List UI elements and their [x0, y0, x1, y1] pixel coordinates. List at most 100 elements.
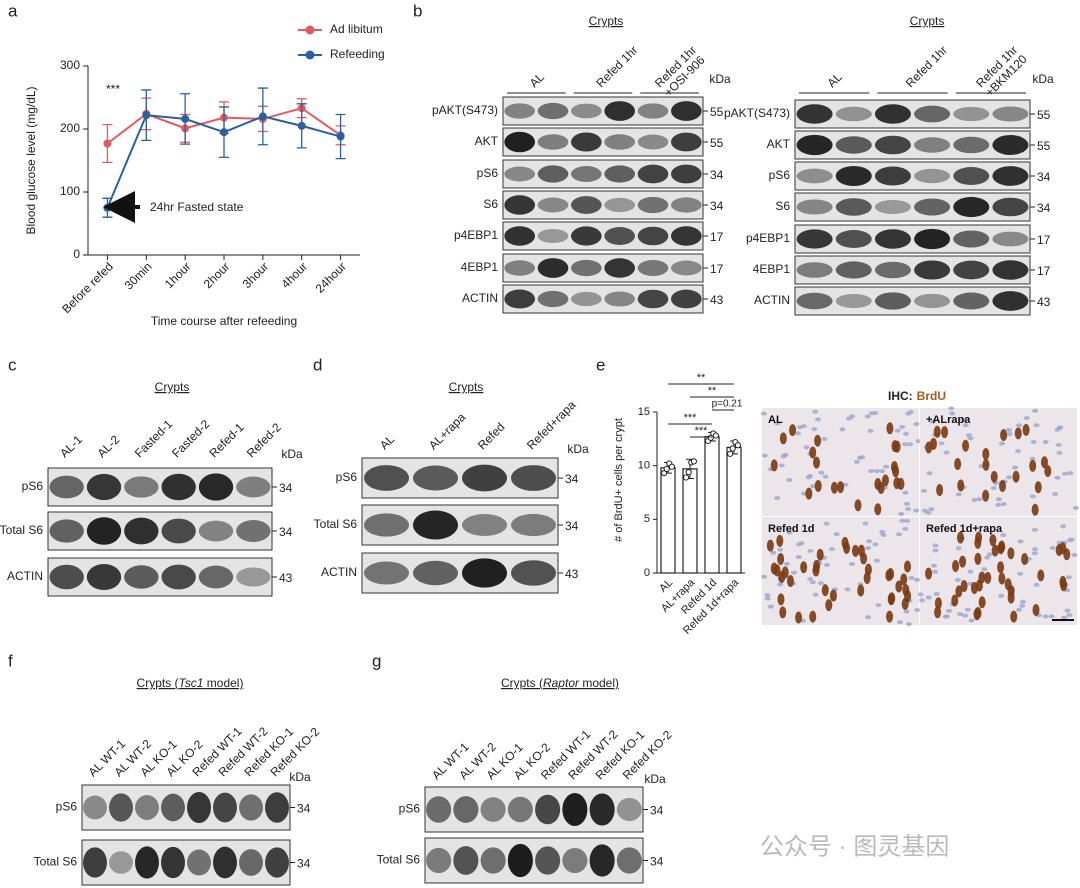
- blot-band: [480, 847, 506, 874]
- blot-band: [213, 846, 237, 879]
- blot-band: [135, 846, 159, 879]
- nucleus: [795, 555, 802, 560]
- brdu-nucleus: [795, 611, 803, 624]
- nucleus: [967, 436, 974, 441]
- nucleus: [955, 546, 962, 551]
- nucleus: [906, 442, 913, 447]
- brdu-nucleus: [900, 573, 908, 586]
- legend-marker: [305, 25, 315, 35]
- nucleus: [926, 471, 933, 476]
- nucleus: [817, 581, 824, 586]
- lane-label: Fasted-1: [132, 417, 176, 461]
- nucleus: [1055, 442, 1062, 447]
- blot-band: [571, 132, 602, 152]
- nucleus: [1017, 539, 1024, 544]
- blot-band: [504, 131, 535, 153]
- panel-letter: f: [8, 651, 13, 670]
- blot-band: [637, 289, 669, 309]
- nucleus: [905, 507, 912, 512]
- row-label: ACTIN: [321, 565, 357, 579]
- blot-band: [161, 473, 196, 501]
- nucleus: [921, 508, 928, 513]
- blot-band: [504, 260, 535, 276]
- nucleus: [823, 521, 830, 526]
- blot-band: [992, 231, 1029, 247]
- brdu-nucleus: [1044, 465, 1052, 478]
- blot-band: [874, 166, 911, 186]
- annotation: ***: [106, 82, 120, 96]
- blot-band: [835, 293, 872, 309]
- group-label: Refed 1hr+OSI-906: [652, 43, 708, 99]
- group-label: AL: [527, 70, 548, 91]
- blot-band: [874, 104, 911, 124]
- blot-title-part: Crypts: [449, 380, 484, 394]
- kda-label: 34: [297, 802, 311, 816]
- blot-band: [461, 514, 508, 536]
- group-label-line: Refed 1hr: [903, 43, 950, 90]
- brdu-nucleus: [904, 560, 912, 573]
- nucleus: [1019, 599, 1026, 604]
- row-label: 4EBP1: [753, 262, 791, 276]
- data-point: [663, 465, 670, 472]
- panel-letter: d: [313, 355, 322, 374]
- lane-label: Refed: [475, 420, 508, 453]
- brdu-nucleus: [837, 481, 845, 494]
- brdu-nucleus: [895, 580, 903, 593]
- nucleus: [823, 562, 830, 567]
- annotation: 24hr Fasted state: [150, 200, 244, 214]
- brdu-nucleus: [982, 458, 990, 471]
- blot-band: [49, 475, 84, 499]
- brdu-nucleus: [1060, 579, 1068, 592]
- brdu-nucleus: [933, 425, 941, 438]
- nucleus: [807, 576, 814, 581]
- lane-label: AL: [377, 432, 398, 453]
- panel-letter: c: [8, 355, 17, 374]
- blot-band: [874, 229, 911, 249]
- brdu-nucleus: [809, 446, 817, 459]
- brdu-nucleus: [1034, 481, 1042, 494]
- nucleus: [883, 464, 890, 469]
- brdu-nucleus: [809, 610, 817, 623]
- nucleus: [908, 575, 915, 580]
- blot-strip: [47, 511, 273, 551]
- blot-band: [236, 476, 271, 498]
- ihc-title: IHC: BrdU: [888, 389, 946, 403]
- nucleus: [1042, 439, 1049, 444]
- y-tick-label: 10: [638, 460, 650, 472]
- nucleus: [1030, 439, 1037, 444]
- bar: [660, 467, 676, 574]
- nucleus: [873, 558, 880, 563]
- brdu-nucleus: [1032, 604, 1040, 617]
- x-tick-label: Before refed: [59, 259, 116, 316]
- blot-strip: [502, 221, 704, 251]
- kda-label: 34: [710, 199, 724, 213]
- nucleus: [896, 532, 903, 537]
- nucleus: [915, 439, 922, 444]
- watermark: 公众号 · 图灵基因: [760, 833, 949, 860]
- brdu-nucleus: [874, 477, 882, 490]
- nucleus: [917, 592, 924, 597]
- brdu-nucleus: [830, 481, 838, 494]
- nucleus: [960, 417, 967, 422]
- brdu-nucleus: [781, 566, 789, 579]
- brdu-nucleus: [1014, 427, 1022, 440]
- blot-band: [835, 165, 872, 187]
- kda-label: 34: [279, 481, 293, 495]
- blot-band: [161, 793, 185, 822]
- nucleus: [1067, 471, 1074, 476]
- nucleus: [894, 428, 901, 433]
- blot-band: [124, 565, 159, 589]
- nucleus: [913, 422, 920, 427]
- nucleus: [942, 614, 949, 619]
- data-point: [103, 139, 112, 148]
- nucleus: [764, 593, 771, 598]
- nucleus: [998, 593, 1005, 598]
- row-label: pS6: [477, 166, 499, 180]
- y-tick-label: 0: [644, 567, 650, 579]
- blot-band: [198, 520, 234, 542]
- nucleus: [760, 411, 767, 416]
- nucleus: [955, 492, 962, 497]
- nucleus: [780, 454, 787, 459]
- nucleus: [1062, 471, 1069, 476]
- brdu-nucleus: [984, 571, 992, 584]
